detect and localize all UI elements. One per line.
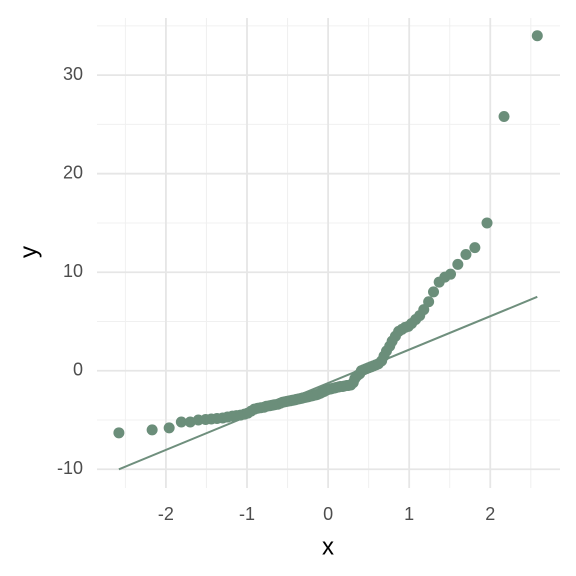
x-tick-label: 2 (485, 504, 495, 524)
point (481, 217, 493, 229)
point (113, 427, 125, 439)
x-axis-label: x (322, 533, 334, 560)
y-tick-label: 30 (63, 64, 83, 84)
point (175, 416, 187, 428)
point (460, 248, 472, 260)
point (445, 268, 457, 280)
x-tick-label: 1 (404, 504, 414, 524)
reference-line (118, 295, 538, 471)
point (498, 111, 510, 123)
y-tick-label: 10 (63, 261, 83, 281)
point (469, 242, 481, 254)
point (423, 296, 435, 308)
x-tick-label: -2 (158, 504, 174, 524)
y-axis-label: y (15, 246, 42, 258)
point (146, 424, 158, 436)
point (531, 30, 543, 42)
point (428, 286, 440, 298)
y-tick-label: 0 (73, 359, 83, 379)
y-tick-label: -10 (57, 458, 83, 478)
point (452, 258, 464, 270)
x-tick-label: 0 (323, 504, 333, 524)
x-tick-label: -1 (239, 504, 255, 524)
point (163, 422, 175, 434)
point (418, 304, 430, 316)
y-tick-label: 20 (63, 162, 83, 182)
